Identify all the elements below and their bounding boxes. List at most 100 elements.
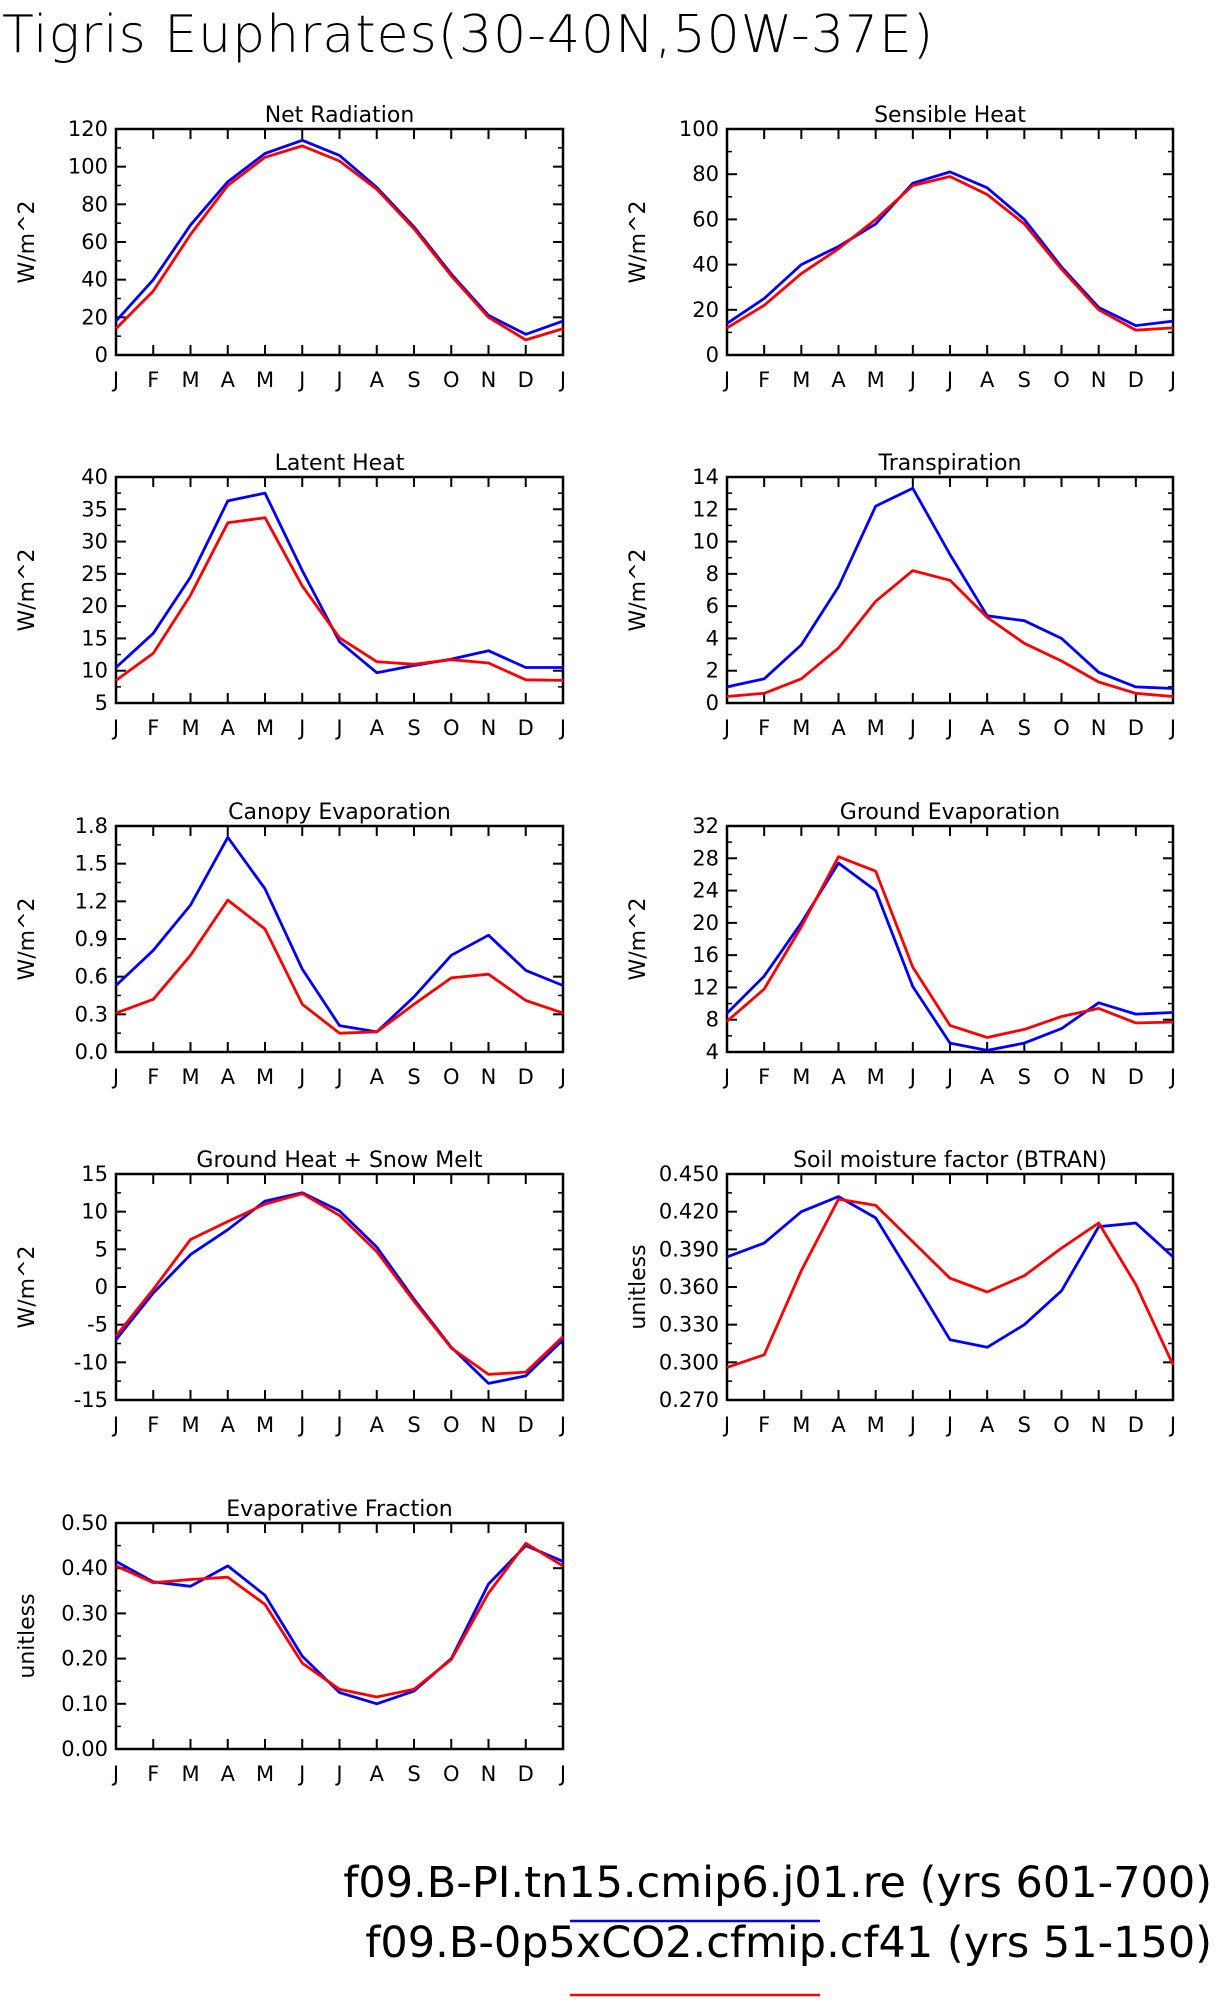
x-tick-label: J bbox=[945, 1065, 953, 1089]
y-tick-label: 5 bbox=[95, 1237, 108, 1261]
y-tick-label: 5 bbox=[95, 691, 108, 715]
y-tick-label: 20 bbox=[81, 305, 108, 329]
series-line-1-canopy-evaporation bbox=[115, 835, 564, 1034]
y-tick-label: 0.450 bbox=[659, 1162, 719, 1186]
y-tick-label: 8 bbox=[706, 562, 719, 586]
x-tick-label: J bbox=[945, 1413, 953, 1437]
y-tick-label: 10 bbox=[81, 659, 108, 683]
series-line-2-evaporative-fraction bbox=[115, 1541, 564, 1699]
x-tick-label: J bbox=[1168, 716, 1176, 740]
x-tick-label: J bbox=[558, 1065, 566, 1089]
y-tick-label: 14 bbox=[692, 465, 719, 489]
x-tick-label: A bbox=[221, 1065, 236, 1089]
y-tick-label: 100 bbox=[679, 117, 719, 141]
x-tick-label: S bbox=[1018, 1065, 1031, 1089]
series-line-2-canopy-evaporation bbox=[115, 898, 564, 1035]
plot-frame bbox=[725, 475, 1175, 705]
x-tick-label: J bbox=[945, 716, 953, 740]
y-tick-label: -10 bbox=[74, 1350, 108, 1374]
y-tick-label: 15 bbox=[81, 626, 108, 650]
x-tick-label: A bbox=[221, 1413, 236, 1437]
x-tick-label: J bbox=[722, 716, 730, 740]
x-tick-label: J bbox=[945, 368, 953, 392]
x-tick-label: M bbox=[792, 368, 810, 392]
x-tick-label: S bbox=[407, 1413, 420, 1437]
y-tick-label: 2 bbox=[706, 659, 719, 683]
x-tick-label: M bbox=[181, 1762, 199, 1786]
x-tick-label: J bbox=[297, 1065, 305, 1089]
x-tick-label: N bbox=[481, 1762, 497, 1786]
x-tick-label: A bbox=[370, 368, 385, 392]
series-line-2-soil-moisture-factor-btran bbox=[726, 1197, 1175, 1369]
x-tick-label: J bbox=[908, 1413, 916, 1437]
x-tick-label: F bbox=[147, 1762, 159, 1786]
y-tick-label: 0.330 bbox=[659, 1313, 719, 1337]
x-tick-label: A bbox=[221, 1762, 236, 1786]
y-tick-label: 0.270 bbox=[659, 1388, 719, 1412]
series-line-1-transpiration bbox=[726, 486, 1174, 690]
y-tick-label: 0 bbox=[706, 343, 719, 367]
x-tick-label: N bbox=[481, 1065, 497, 1089]
x-tick-label: J bbox=[722, 1413, 730, 1437]
y-tick-label: 12 bbox=[692, 497, 719, 521]
x-tick-label: D bbox=[1128, 716, 1144, 740]
y-tick-label: 12 bbox=[692, 975, 719, 999]
y-tick-label: 0 bbox=[95, 1275, 108, 1299]
y-tick-label: 0 bbox=[95, 343, 108, 367]
x-tick-label: M bbox=[181, 1413, 199, 1437]
y-tick-label: 0.40 bbox=[61, 1556, 108, 1580]
y-tick-label: 0.300 bbox=[659, 1350, 719, 1374]
x-tick-label: F bbox=[758, 716, 770, 740]
y-tick-label: 30 bbox=[81, 530, 108, 554]
x-tick-label: A bbox=[980, 1065, 995, 1089]
x-tick-label: J bbox=[334, 1762, 342, 1786]
x-tick-label: O bbox=[443, 1413, 460, 1437]
y-tick-label: 120 bbox=[68, 117, 108, 141]
x-tick-label: A bbox=[831, 1413, 846, 1437]
x-tick-label: D bbox=[1128, 1413, 1144, 1437]
x-tick-label: J bbox=[297, 1413, 305, 1437]
series-line-1-ground-evaporation bbox=[726, 861, 1174, 1052]
x-tick-label: J bbox=[111, 1762, 119, 1786]
y-tick-label: 4 bbox=[706, 1040, 719, 1064]
y-tick-label: 0.6 bbox=[75, 965, 108, 989]
x-tick-label: A bbox=[370, 1413, 385, 1437]
x-tick-label: J bbox=[297, 1762, 305, 1786]
y-axis-label: W/m^2 bbox=[15, 1245, 40, 1328]
main-title: Tigris Euphrates(30-40N,50W-37E) bbox=[2, 5, 934, 65]
x-tick-label: A bbox=[980, 368, 995, 392]
panel-title: Transpiration bbox=[878, 451, 1022, 476]
plot-frame bbox=[114, 1521, 565, 1751]
x-tick-label: F bbox=[147, 1065, 159, 1089]
y-tick-label: 10 bbox=[81, 1200, 108, 1224]
x-tick-label: M bbox=[867, 1065, 885, 1089]
x-tick-label: O bbox=[1053, 1065, 1070, 1089]
series-line-1-latent-heat bbox=[115, 491, 563, 675]
y-tick-label: 10 bbox=[692, 530, 719, 554]
y-tick-label: 20 bbox=[692, 911, 719, 935]
x-tick-label: F bbox=[758, 1065, 770, 1089]
series-line-2-ground-evaporation bbox=[726, 855, 1174, 1039]
x-tick-label: J bbox=[558, 716, 566, 740]
x-tick-label: J bbox=[111, 1413, 119, 1437]
panel-title: Ground Heat + Snow Melt bbox=[196, 1148, 483, 1173]
y-tick-label: 20 bbox=[81, 594, 108, 618]
x-tick-label: D bbox=[518, 1065, 534, 1089]
x-tick-label: A bbox=[370, 716, 385, 740]
y-tick-label: 80 bbox=[692, 162, 719, 186]
x-tick-label: F bbox=[758, 368, 770, 392]
panel-title: Evaporative Fraction bbox=[226, 1497, 452, 1522]
x-tick-label: M bbox=[867, 1413, 885, 1437]
y-tick-label: 1.5 bbox=[75, 852, 108, 876]
y-tick-label: -5 bbox=[87, 1313, 108, 1337]
y-tick-label: 0.9 bbox=[75, 927, 108, 951]
y-tick-label: 40 bbox=[692, 253, 719, 277]
x-tick-label: J bbox=[334, 1065, 342, 1089]
x-tick-label: A bbox=[831, 716, 846, 740]
y-tick-label: 0.360 bbox=[659, 1275, 719, 1299]
y-tick-label: 0 bbox=[706, 691, 719, 715]
x-tick-label: N bbox=[1091, 716, 1107, 740]
x-tick-label: M bbox=[867, 716, 885, 740]
x-tick-label: M bbox=[256, 1065, 274, 1089]
